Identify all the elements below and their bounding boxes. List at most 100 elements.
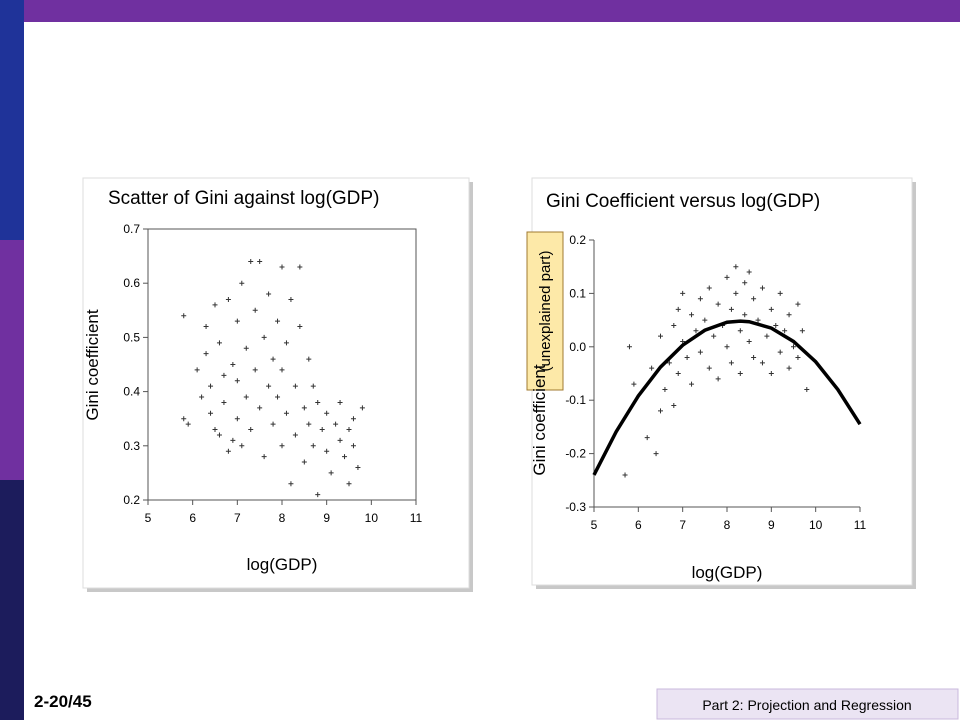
point: [764, 333, 770, 339]
point: [759, 360, 765, 366]
point: [768, 306, 774, 312]
point: [782, 328, 788, 334]
note-box: [526, 231, 564, 391]
point: [230, 437, 236, 443]
point: [248, 427, 254, 433]
point: [346, 427, 352, 433]
point: [216, 340, 222, 346]
point: [333, 421, 339, 427]
point: [777, 290, 783, 296]
x-tick-label: 6: [189, 511, 196, 525]
point: [350, 443, 356, 449]
chart-title: Gini Coefficient versus log(GDP): [546, 191, 820, 212]
point: [279, 367, 285, 373]
y-tick-label: 0.2: [123, 493, 140, 507]
point: [653, 451, 659, 457]
point: [216, 432, 222, 438]
x-tick-label: 11: [410, 511, 423, 525]
point: [658, 333, 663, 339]
point: [225, 448, 231, 454]
fit-curve: [592, 319, 862, 476]
y-axis-label: Gini coefficient: [83, 309, 102, 420]
point: [746, 338, 752, 344]
point: [243, 394, 249, 400]
point: [786, 365, 792, 371]
point: [208, 410, 214, 416]
point: [261, 334, 267, 340]
point: [622, 472, 628, 478]
point: [768, 371, 774, 376]
panel: [82, 177, 470, 589]
point: [288, 481, 294, 487]
side-strip-bottom: [0, 480, 24, 720]
point: [751, 296, 757, 302]
point: [212, 302, 218, 308]
point: [337, 399, 343, 405]
point: [680, 290, 686, 296]
y-tick-label: 0.6: [123, 276, 140, 290]
footer-box: [656, 688, 959, 720]
footer: Part 2: Projection and Regression: [702, 697, 911, 713]
point: [310, 443, 316, 449]
point: [292, 383, 298, 389]
x-tick-label: 8: [724, 518, 731, 532]
point: [234, 378, 240, 384]
point: [252, 307, 258, 313]
point: [715, 301, 721, 307]
point: [804, 387, 810, 393]
x-axis-label: log(GDP): [247, 555, 318, 574]
point: [181, 313, 187, 319]
point: [751, 354, 757, 360]
point: [203, 324, 209, 330]
point: [319, 427, 325, 433]
point: [666, 360, 672, 366]
x-tick-label: 9: [768, 518, 775, 532]
point: [689, 312, 695, 318]
point: [649, 365, 655, 371]
point: [728, 306, 734, 312]
point: [737, 328, 743, 334]
point: [715, 376, 721, 382]
point: [631, 381, 637, 387]
point: [350, 416, 356, 422]
point: [203, 351, 209, 357]
point: [697, 349, 703, 355]
point: [315, 399, 321, 405]
point: [270, 356, 276, 362]
point: [724, 274, 730, 280]
point: [786, 312, 792, 318]
point: [733, 264, 739, 270]
point: [795, 354, 801, 360]
y-tick-label: -0.2: [565, 447, 586, 461]
y-axis-note: (unexplained part): [537, 251, 554, 372]
y-tick-label: 0.7: [123, 222, 140, 236]
point: [337, 437, 343, 443]
point: [671, 403, 677, 409]
point: [194, 367, 200, 373]
point: [689, 381, 695, 387]
point: [234, 416, 240, 422]
y-tick-label: 0.2: [569, 233, 586, 247]
y-tick-label: -0.1: [565, 393, 586, 407]
point: [279, 264, 285, 270]
point: [306, 356, 312, 362]
point: [759, 285, 765, 291]
point: [773, 322, 779, 328]
point: [199, 394, 205, 400]
point: [275, 318, 281, 324]
point: [185, 421, 191, 427]
point: [675, 371, 681, 376]
point: [292, 432, 298, 438]
x-tick-label: 10: [365, 511, 379, 525]
point: [270, 421, 276, 427]
point: [693, 328, 699, 334]
point: [746, 269, 752, 275]
y-tick-label: 0.1: [569, 286, 586, 300]
point: [706, 285, 712, 291]
y-tick-label: 0.5: [123, 330, 140, 344]
x-tick-label: 11: [854, 518, 867, 532]
point: [706, 365, 712, 371]
x-tick-label: 6: [635, 518, 642, 532]
